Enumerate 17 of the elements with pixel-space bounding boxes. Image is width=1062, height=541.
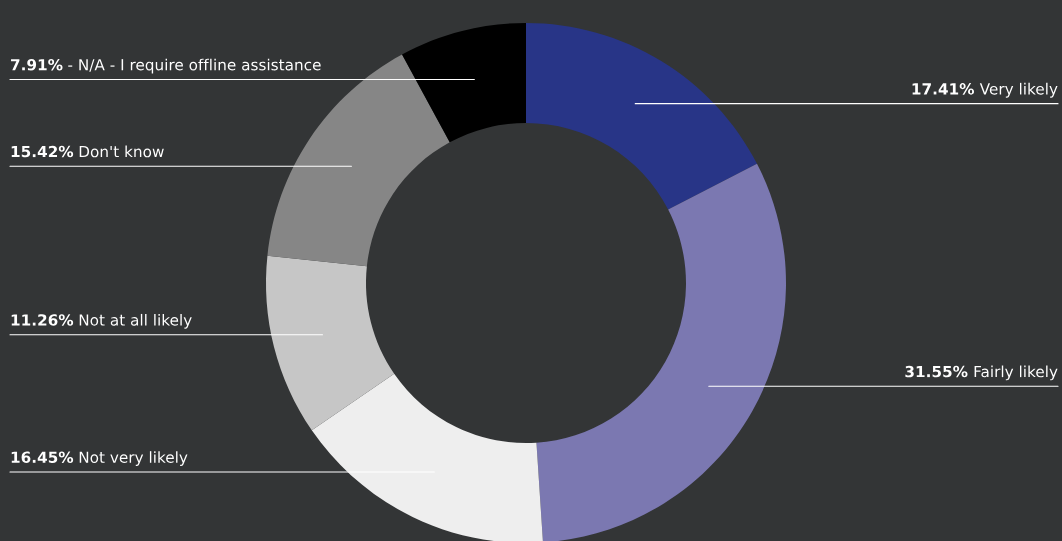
slice-label: Fairly likely bbox=[974, 365, 1058, 381]
slice-label: Very likely bbox=[979, 82, 1058, 98]
data-label: 16.45% bbox=[11, 451, 74, 463]
slice-label: Not very likely bbox=[79, 451, 188, 466]
donut-slice bbox=[536, 163, 786, 541]
donut-slice bbox=[311, 373, 543, 541]
data-label: 31.55% bbox=[905, 365, 968, 378]
donut-slice bbox=[526, 23, 757, 210]
donut-slice bbox=[266, 255, 395, 431]
donut-slice bbox=[402, 23, 526, 143]
data-label: 17.41% bbox=[912, 83, 975, 95]
slice-label: Don't know bbox=[79, 145, 164, 158]
data-label: 11.26% bbox=[11, 314, 74, 326]
data-label: 7.91% bbox=[11, 58, 63, 71]
slice-label: Not at all likely bbox=[79, 313, 192, 329]
slice-label: - N/A - I require offline assistance bbox=[68, 58, 321, 74]
data-label: 15.42% bbox=[11, 145, 74, 158]
